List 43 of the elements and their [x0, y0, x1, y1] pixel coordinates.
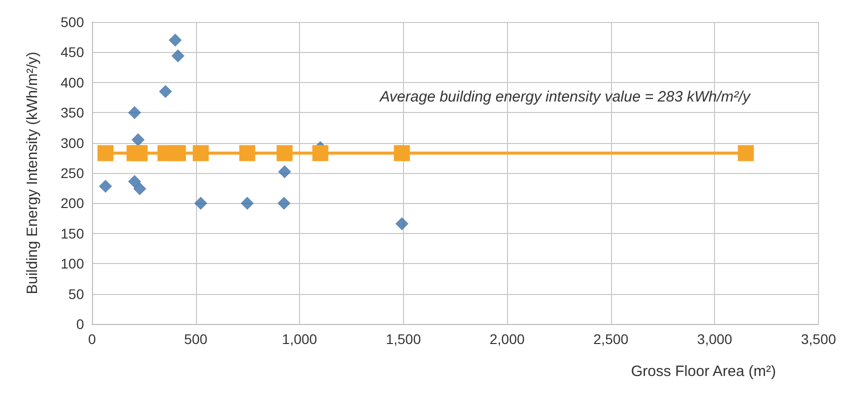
point	[171, 49, 184, 62]
point	[158, 84, 172, 98]
x-tick-label: 3,000	[697, 331, 732, 347]
y-tick-label: 350	[60, 104, 84, 121]
point	[276, 145, 293, 162]
x-tick-label: 3,500	[800, 331, 836, 347]
x-tick-label: 2,000	[490, 331, 525, 347]
y-tick-label: 100	[60, 256, 84, 272]
x-axis-title: Gross Floor Area (m²)	[630, 363, 776, 380]
point	[170, 145, 186, 162]
point	[278, 196, 290, 210]
point	[98, 180, 112, 193]
point	[128, 106, 142, 120]
y-tick-label: 150	[60, 225, 84, 242]
point	[132, 133, 145, 146]
point	[194, 196, 208, 210]
y-tick-label: 200	[60, 195, 84, 212]
y-tick-label: 450	[60, 44, 84, 60]
y-tick-label: 500	[60, 14, 84, 30]
x-tick-label: 0	[88, 331, 96, 347]
point	[312, 145, 328, 162]
point	[192, 145, 209, 162]
point	[239, 145, 256, 162]
y-axis-title: Building Energy Intensity (kWh/m²/y)	[24, 52, 41, 294]
x-tick-label: 1,000	[282, 331, 318, 347]
point	[395, 217, 408, 230]
point	[168, 34, 182, 47]
point	[240, 196, 254, 210]
x-tick-label: 500	[184, 331, 208, 347]
y-tick-label: 0	[76, 316, 84, 332]
x-tick-label: 2,500	[593, 331, 629, 347]
point	[128, 174, 142, 188]
point	[133, 182, 146, 196]
annotation: Average building energy intensity value = 283 kWh/m²/y	[378, 88, 752, 106]
y-tick-label: 300	[60, 134, 84, 151]
point	[738, 145, 754, 162]
y-tick-label: 250	[60, 165, 84, 181]
x-tick-label: 1,500	[386, 331, 422, 347]
point	[97, 145, 114, 162]
y-tick-label: 400	[60, 74, 84, 90]
point	[394, 145, 410, 162]
y-tick-label: 50	[68, 286, 84, 302]
point	[278, 165, 292, 178]
